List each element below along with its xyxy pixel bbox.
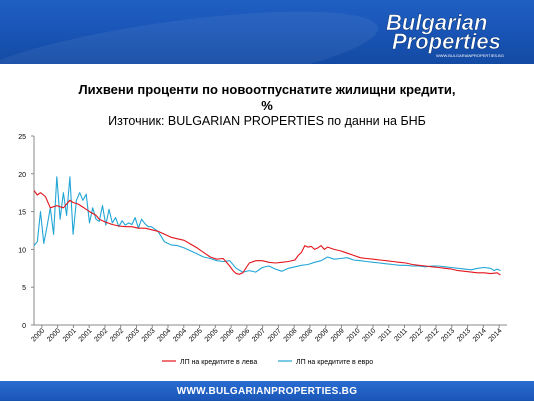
series-line-eur	[33, 176, 501, 273]
logo-line1: Bulgarian	[386, 10, 487, 35]
x-tick-label: 2002	[93, 327, 109, 343]
x-tick-label: 2001	[62, 327, 78, 343]
x-tick-label: 2013	[456, 327, 472, 343]
x-tick-label: 2005	[188, 327, 204, 343]
x-tick-label: 2014	[472, 327, 488, 343]
x-tick-label: 2014	[488, 327, 504, 343]
x-tick-label: 2010	[346, 327, 362, 343]
y-tick-label: 10	[18, 247, 26, 254]
x-tick-label: 2008	[298, 327, 314, 343]
x-tick-label: 2011	[393, 327, 409, 343]
header-banner: Bulgarian Properties WWW.BULGARIANPROPER…	[0, 0, 534, 64]
chart-title-line1: Лихвени проценти по новоотпуснатите жили…	[78, 82, 456, 97]
x-tick-label: 2004	[172, 327, 188, 343]
x-tick-label: 2012	[409, 327, 425, 343]
chart-subtitle: Източник: BULGARIAN PROPERTIES по данни …	[108, 114, 426, 128]
footer-banner: WWW.BULGARIANPROPERTIES.BG	[0, 381, 534, 401]
y-tick-label: 5	[22, 285, 26, 292]
x-tick-label: 2010	[361, 327, 377, 343]
y-tick-label: 15	[18, 210, 26, 217]
header-decoration	[0, 0, 383, 64]
x-tick-label: 2000	[30, 327, 46, 343]
x-tick-label: 2000	[46, 327, 62, 343]
logo-url: WWW.BULGARIANPROPERTIES.BG	[436, 53, 504, 58]
x-tick-label: 2006	[220, 327, 236, 343]
x-tick-label: 2005	[204, 327, 220, 343]
x-tick-label: 2009	[314, 327, 330, 343]
x-tick-label: 2006	[235, 327, 251, 343]
x-tick-label: 2012	[424, 327, 440, 343]
y-tick-label: 0	[22, 323, 26, 330]
bulgarian-properties-logo[interactable]: Bulgarian Properties WWW.BULGARIANPROPER…	[378, 4, 518, 60]
x-tick-label: 2009	[330, 327, 346, 343]
logo-line2: Properties	[392, 29, 501, 54]
x-tick-label: 2004	[156, 327, 172, 343]
legend-label-bgn: ЛП на кредитите в лева	[180, 359, 257, 366]
footer-url[interactable]: WWW.BULGARIANPROPERTIES.BG	[176, 386, 358, 397]
x-tick-label: 2013	[440, 327, 456, 343]
x-tick-label: 2011	[378, 327, 394, 343]
x-tick-label: 2007	[251, 327, 267, 343]
x-tick-label: 2003	[125, 327, 141, 343]
x-tick-label: 2002	[109, 327, 125, 343]
x-tick-label: 2001	[78, 327, 94, 343]
y-tick-label: 20	[18, 172, 26, 179]
series-line-bgn	[33, 190, 501, 276]
legend-label-eur: ЛП на кредитите в евро	[296, 359, 373, 366]
chart-title-line2: %	[261, 98, 273, 113]
x-tick-label: 2003	[141, 327, 157, 343]
x-tick-label: 2007	[267, 327, 283, 343]
x-tick-label: 2008	[283, 327, 299, 343]
y-tick-label: 25	[18, 134, 26, 141]
